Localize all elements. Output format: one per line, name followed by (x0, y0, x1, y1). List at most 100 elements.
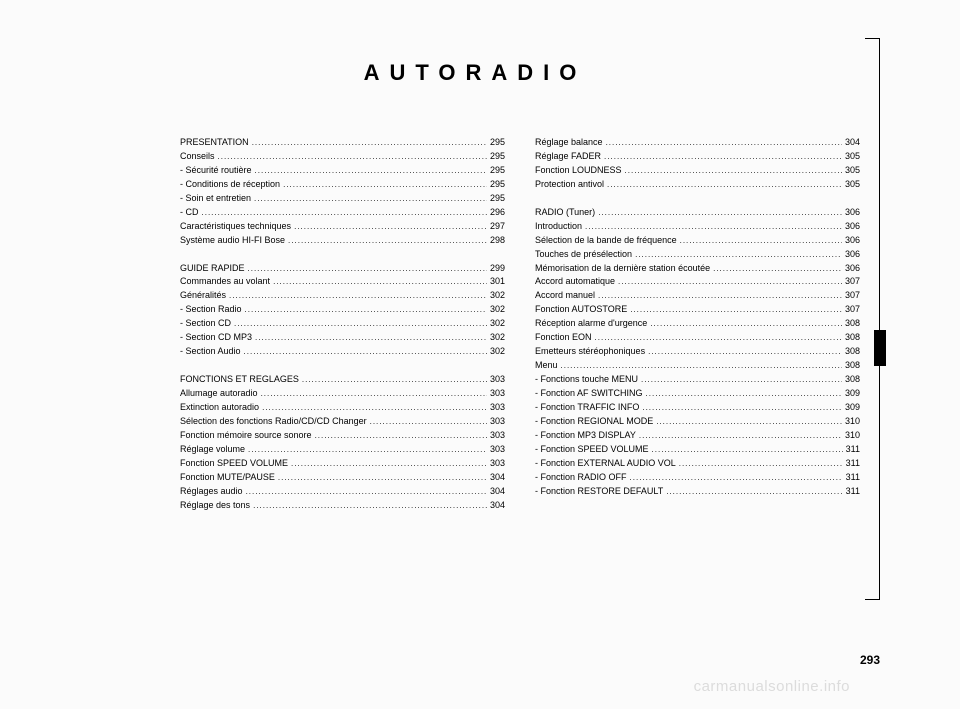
toc-leader-dots (234, 318, 487, 330)
toc-entry: Mémorisation de la dernière station écou… (535, 262, 860, 276)
toc-page-number: 307 (845, 275, 860, 289)
toc-label: Réglage volume (180, 443, 245, 457)
toc-entry: Conseils295 (180, 150, 505, 164)
toc-entry: - Section CD302 (180, 317, 505, 331)
toc-page-number: 311 (846, 485, 860, 499)
toc-entry: - Fonction RESTORE DEFAULT 311 (535, 485, 860, 499)
toc-entry: - Fonctions touche MENU308 (535, 373, 860, 387)
toc-entry: Réglage FADER305 (535, 150, 860, 164)
toc-leader-dots (606, 137, 842, 149)
toc-label: Conseils (180, 150, 215, 164)
toc-page-number: 308 (845, 359, 860, 373)
toc-entry: Emetteurs stéréophoniques308 (535, 345, 860, 359)
toc-page-number: 308 (845, 345, 860, 359)
toc-page-number: 311 (846, 471, 860, 485)
toc-page-number: 303 (490, 429, 505, 443)
toc-label: FONCTIONS ET REGLAGES (180, 373, 299, 387)
manual-page: AUTORADIO PRESENTATION295Conseils295- Sé… (0, 0, 960, 709)
toc-page-number: 302 (490, 289, 505, 303)
side-bracket (865, 38, 880, 600)
toc-label: - Fonction RESTORE DEFAULT (535, 485, 663, 499)
toc-entry: - Conditions de réception295 (180, 178, 505, 192)
toc-label: Réception alarme d'urgence (535, 317, 647, 331)
toc-label: Fonction EON (535, 331, 592, 345)
toc-leader-dots (595, 332, 842, 344)
toc-label: - Section Audio (180, 345, 241, 359)
toc-leader-dots (248, 444, 487, 456)
toc-label: GUIDE RAPIDE (180, 262, 245, 276)
toc-entry: Réglage balance 304 (535, 136, 860, 150)
toc-leader-dots (218, 151, 487, 163)
toc-leader-dots (315, 430, 487, 442)
toc-label: - Soin et entretien (180, 192, 251, 206)
toc-page-number: 304 (490, 499, 505, 513)
toc-label: Réglage balance (535, 136, 603, 150)
toc-leader-dots (244, 346, 487, 358)
toc-leader-dots (283, 179, 487, 191)
toc-entry: Fonction mémoire source sonore303 (180, 429, 505, 443)
toc-leader-dots (680, 235, 842, 247)
toc-entry: Fonction AUTOSTORE307 (535, 303, 860, 317)
toc-leader-dots (370, 416, 487, 428)
toc-entry: Accord automatique 307 (535, 275, 860, 289)
toc-label: - Fonction AF SWITCHING (535, 387, 643, 401)
toc-page-number: 295 (490, 178, 505, 192)
toc-page-number: 297 (490, 220, 505, 234)
toc-entry: Extinction autoradio303 (180, 401, 505, 415)
toc-label: RADIO (Tuner) (535, 206, 595, 220)
toc-page-number: 311 (846, 443, 860, 457)
toc-entry: GUIDE RAPIDE299 (180, 262, 505, 276)
toc-entry: Allumage autoradio 303 (180, 387, 505, 401)
toc-page-number: 304 (490, 471, 505, 485)
toc-entry: Caractéristiques techniques297 (180, 220, 505, 234)
toc-label: Système audio HI-FI Bose (180, 234, 285, 248)
toc-leader-dots (252, 137, 487, 149)
toc-leader-dots (604, 151, 842, 163)
toc-page-number: 308 (845, 373, 860, 387)
toc-page-number: 302 (490, 331, 505, 345)
toc-entry: Système audio HI-FI Bose 298 (180, 234, 505, 248)
toc-leader-dots (229, 290, 487, 302)
toc-page-number: 310 (845, 429, 860, 443)
toc-label: Introduction (535, 220, 582, 234)
toc-page-number: 304 (845, 136, 860, 150)
page-title: AUTORADIO (90, 60, 860, 86)
toc-entry: - Section Audio302 (180, 345, 505, 359)
toc-entry: Introduction306 (535, 220, 860, 234)
toc-column-left: PRESENTATION295Conseils295- Sécurité rou… (180, 136, 505, 512)
toc-page-number: 307 (845, 289, 860, 303)
toc-leader-dots (635, 249, 842, 261)
toc-entry: - Fonction AF SWITCHING309 (535, 387, 860, 401)
toc-leader-dots (245, 304, 487, 316)
toc-entry: Réception alarme d'urgence308 (535, 317, 860, 331)
toc-entry: Réglage volume303 (180, 443, 505, 457)
toc-entry: PRESENTATION295 (180, 136, 505, 150)
toc-label: Fonction SPEED VOLUME (180, 457, 288, 471)
toc-page-number: 308 (845, 331, 860, 345)
toc-label: Commandes au volant (180, 275, 270, 289)
toc-entry: - CD296 (180, 206, 505, 220)
toc-label: - Fonction REGIONAL MODE (535, 415, 653, 429)
toc-leader-dots (202, 207, 487, 219)
toc-entry: Généralités 302 (180, 289, 505, 303)
toc-label: Accord automatique (535, 275, 615, 289)
toc-leader-dots (641, 374, 842, 386)
toc-page-number: 298 (490, 234, 505, 248)
toc-label: - Fonction MP3 DISPLAY (535, 429, 636, 443)
toc-leader-dots (666, 486, 842, 498)
toc-label: - Fonction RADIO OFF (535, 471, 627, 485)
toc-page-number: 303 (490, 457, 505, 471)
toc-entry: Commandes au volant301 (180, 275, 505, 289)
toc-page-number: 295 (490, 164, 505, 178)
toc-label: Généralités (180, 289, 226, 303)
toc-leader-dots (679, 458, 843, 470)
toc-leader-dots (639, 430, 842, 442)
toc-label: Accord manuel (535, 289, 595, 303)
toc-page-number: 303 (490, 387, 505, 401)
toc-leader-dots (652, 444, 843, 456)
toc-page-number: 302 (490, 303, 505, 317)
toc-leader-dots (248, 263, 487, 275)
toc-entry: - Soin et entretien295 (180, 192, 505, 206)
toc-leader-dots (642, 402, 842, 414)
toc-label: Allumage autoradio (180, 387, 258, 401)
